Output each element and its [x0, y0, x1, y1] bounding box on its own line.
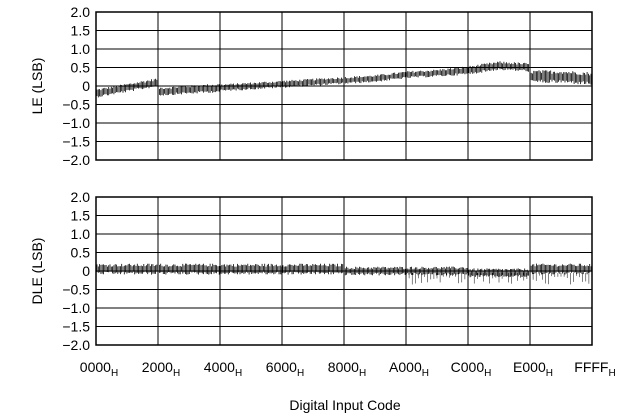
dle-y-tick-label: −1.0 — [62, 300, 90, 316]
x-tick-label: 6000H — [266, 359, 304, 379]
dle-y-tick-label: −1.5 — [62, 319, 90, 335]
x-tick-label: 4000H — [204, 359, 242, 379]
le-y-tick-label: −2.0 — [62, 152, 90, 168]
dle-y-tick-label: 2.0 — [71, 189, 91, 205]
le-plot-frame — [95, 11, 593, 161]
dle-plot-frame — [95, 196, 593, 346]
x-tick-label: FFFFH — [574, 359, 615, 379]
x-tick-label: 0000H — [80, 359, 118, 379]
le-y-tick-label: 1.0 — [71, 41, 91, 57]
dle-y-tick-label: 1.0 — [71, 226, 91, 242]
x-tick-label: 8000H — [328, 359, 366, 379]
dle-y-tick-label: −0.5 — [62, 282, 90, 298]
dle-y-tick-label: 0.5 — [71, 245, 91, 261]
x-tick-label: 2000H — [142, 359, 180, 379]
le-y-tick-label: −1.0 — [62, 115, 90, 131]
le-y-tick-label: 0 — [82, 78, 90, 94]
x-tick-label: C000H — [451, 359, 492, 379]
dle-y-tick-label: 0 — [82, 263, 90, 279]
le-y-tick-label: −1.5 — [62, 134, 90, 150]
le-y-axis-label: LE (LSB) — [29, 58, 45, 115]
le-panel: 2.0 1.5 1.0 0.5 0 −0.5 −1.0 −1.5 −2.0 — [62, 4, 593, 168]
le-y-tick-label: 2.0 — [71, 4, 91, 20]
x-tick-label: A000H — [389, 359, 429, 379]
dle-y-tick-label: 1.5 — [71, 208, 91, 224]
le-y-tick-label: 1.5 — [71, 23, 91, 39]
le-y-tick-label: −0.5 — [62, 97, 90, 113]
le-series-0 — [96, 61, 592, 98]
le-y-tick-label: 0.5 — [71, 60, 91, 76]
dle-panel: 2.0 1.5 1.0 0.5 0 −0.5 −1.0 −1.5 −2.0 0000H 2000H 4… — [62, 189, 615, 379]
dle-y-tick-label: −2.0 — [62, 337, 90, 353]
dle-series-0 — [96, 263, 592, 278]
x-axis-label: Digital Input Code — [289, 397, 401, 413]
dle-y-axis-label: DLE (LSB) — [29, 238, 45, 305]
dle-glitches — [405, 272, 590, 285]
x-tick-label: E000H — [513, 359, 553, 379]
